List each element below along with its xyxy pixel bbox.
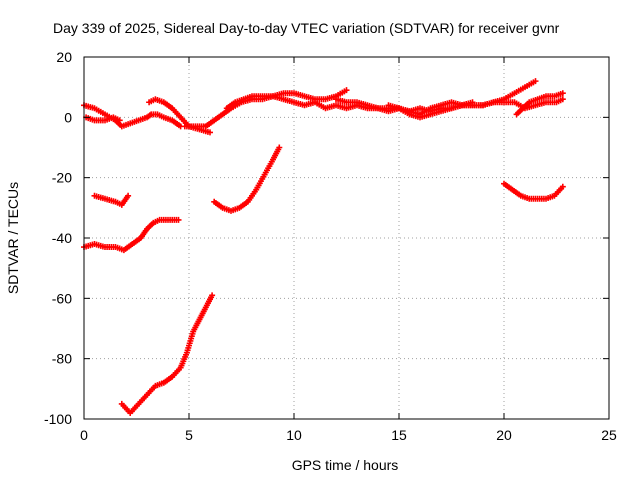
data-series	[118, 292, 216, 416]
data-point	[343, 87, 350, 94]
data-layer	[81, 78, 566, 416]
ticks: 0 5 10 15 20 25 -100 -80 -60 -40 -20 0 20	[44, 49, 617, 443]
x-axis-label: GPS time / hours	[292, 457, 399, 473]
data-point	[276, 144, 283, 151]
data-series	[513, 90, 566, 118]
data-series	[91, 192, 132, 208]
data-point	[209, 292, 216, 299]
data-point	[532, 78, 539, 85]
data-series	[501, 180, 566, 202]
data-point	[559, 96, 566, 103]
x-tick-label: 20	[496, 427, 512, 443]
y-tick-label: -80	[52, 351, 72, 367]
data-point	[116, 117, 123, 124]
chart-title: Day 339 of 2025, Sidereal Day-to-day VTE…	[53, 20, 560, 36]
grid	[84, 57, 609, 419]
y-tick-label: -20	[52, 170, 72, 186]
x-tick-label: 25	[601, 427, 617, 443]
data-point	[559, 183, 566, 190]
data-series	[223, 87, 350, 112]
data-point	[559, 90, 566, 97]
y-tick-label: -60	[52, 290, 72, 306]
data-point	[125, 192, 132, 199]
data-point	[207, 129, 213, 136]
data-point	[469, 99, 476, 106]
data-point	[175, 216, 182, 223]
y-tick-label: 0	[64, 109, 72, 125]
x-tick-label: 5	[185, 427, 193, 443]
data-series	[146, 96, 213, 136]
x-tick-label: 10	[286, 427, 302, 443]
x-tick-label: 0	[80, 427, 88, 443]
x-tick-label: 15	[391, 427, 407, 443]
y-axis-label: SDTVAR / TECUs	[5, 182, 21, 294]
data-series	[211, 144, 283, 214]
data-series	[385, 99, 476, 118]
y-tick-label: 20	[56, 49, 72, 65]
data-series	[81, 102, 184, 130]
y-tick-label: -100	[44, 411, 72, 427]
y-tick-label: -40	[52, 230, 72, 246]
